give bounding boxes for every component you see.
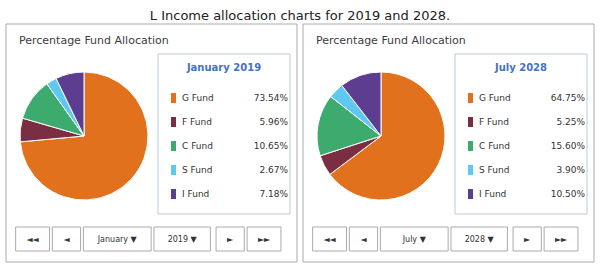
svg-text:►►: ►►: [555, 235, 568, 244]
svg-text:S Fund: S Fund: [479, 165, 509, 175]
svg-text:G Fund: G Fund: [479, 93, 511, 103]
svg-text:10.65%: 10.65%: [254, 141, 289, 151]
svg-text:July 2028: July 2028: [494, 62, 547, 73]
svg-text:►: ►: [524, 235, 531, 244]
svg-text:◄: ◄: [360, 235, 367, 244]
svg-text:Percentage Fund Allocation: Percentage Fund Allocation: [19, 34, 169, 47]
svg-text:L Income allocation charts for: L Income allocation charts for 2019 and …: [150, 8, 450, 23]
svg-text:7.18%: 7.18%: [259, 189, 288, 199]
svg-text:Percentage Fund Allocation: Percentage Fund Allocation: [316, 34, 466, 47]
svg-text:S Fund: S Fund: [182, 165, 212, 175]
svg-text:3.90%: 3.90%: [556, 165, 585, 175]
svg-text:I Fund: I Fund: [182, 189, 209, 199]
svg-text:◄: ◄: [63, 235, 70, 244]
svg-text:15.60%: 15.60%: [551, 141, 586, 151]
svg-text:2019 ▼: 2019 ▼: [168, 235, 198, 244]
svg-text:►: ►: [227, 235, 234, 244]
svg-text:2.67%: 2.67%: [259, 165, 288, 175]
svg-text:C Fund: C Fund: [479, 141, 510, 151]
svg-text:I Fund: I Fund: [479, 189, 506, 199]
svg-text:73.54%: 73.54%: [254, 93, 289, 103]
svg-text:C Fund: C Fund: [182, 141, 213, 151]
svg-text:►►: ►►: [258, 235, 271, 244]
svg-text:64.75%: 64.75%: [551, 93, 586, 103]
svg-text:July ▼: July ▼: [402, 235, 427, 244]
svg-text:5.96%: 5.96%: [259, 117, 288, 127]
svg-text:◄◄: ◄◄: [323, 235, 336, 244]
svg-text:F Fund: F Fund: [479, 117, 509, 127]
svg-text:G Fund: G Fund: [182, 93, 214, 103]
svg-text:January ▼: January ▼: [97, 235, 138, 244]
svg-text:◄◄: ◄◄: [26, 235, 39, 244]
svg-text:2028 ▼: 2028 ▼: [465, 235, 495, 244]
svg-text:F Fund: F Fund: [182, 117, 212, 127]
svg-text:5.25%: 5.25%: [556, 117, 585, 127]
svg-text:10.50%: 10.50%: [551, 189, 586, 199]
svg-text:January 2019: January 2019: [186, 62, 261, 73]
